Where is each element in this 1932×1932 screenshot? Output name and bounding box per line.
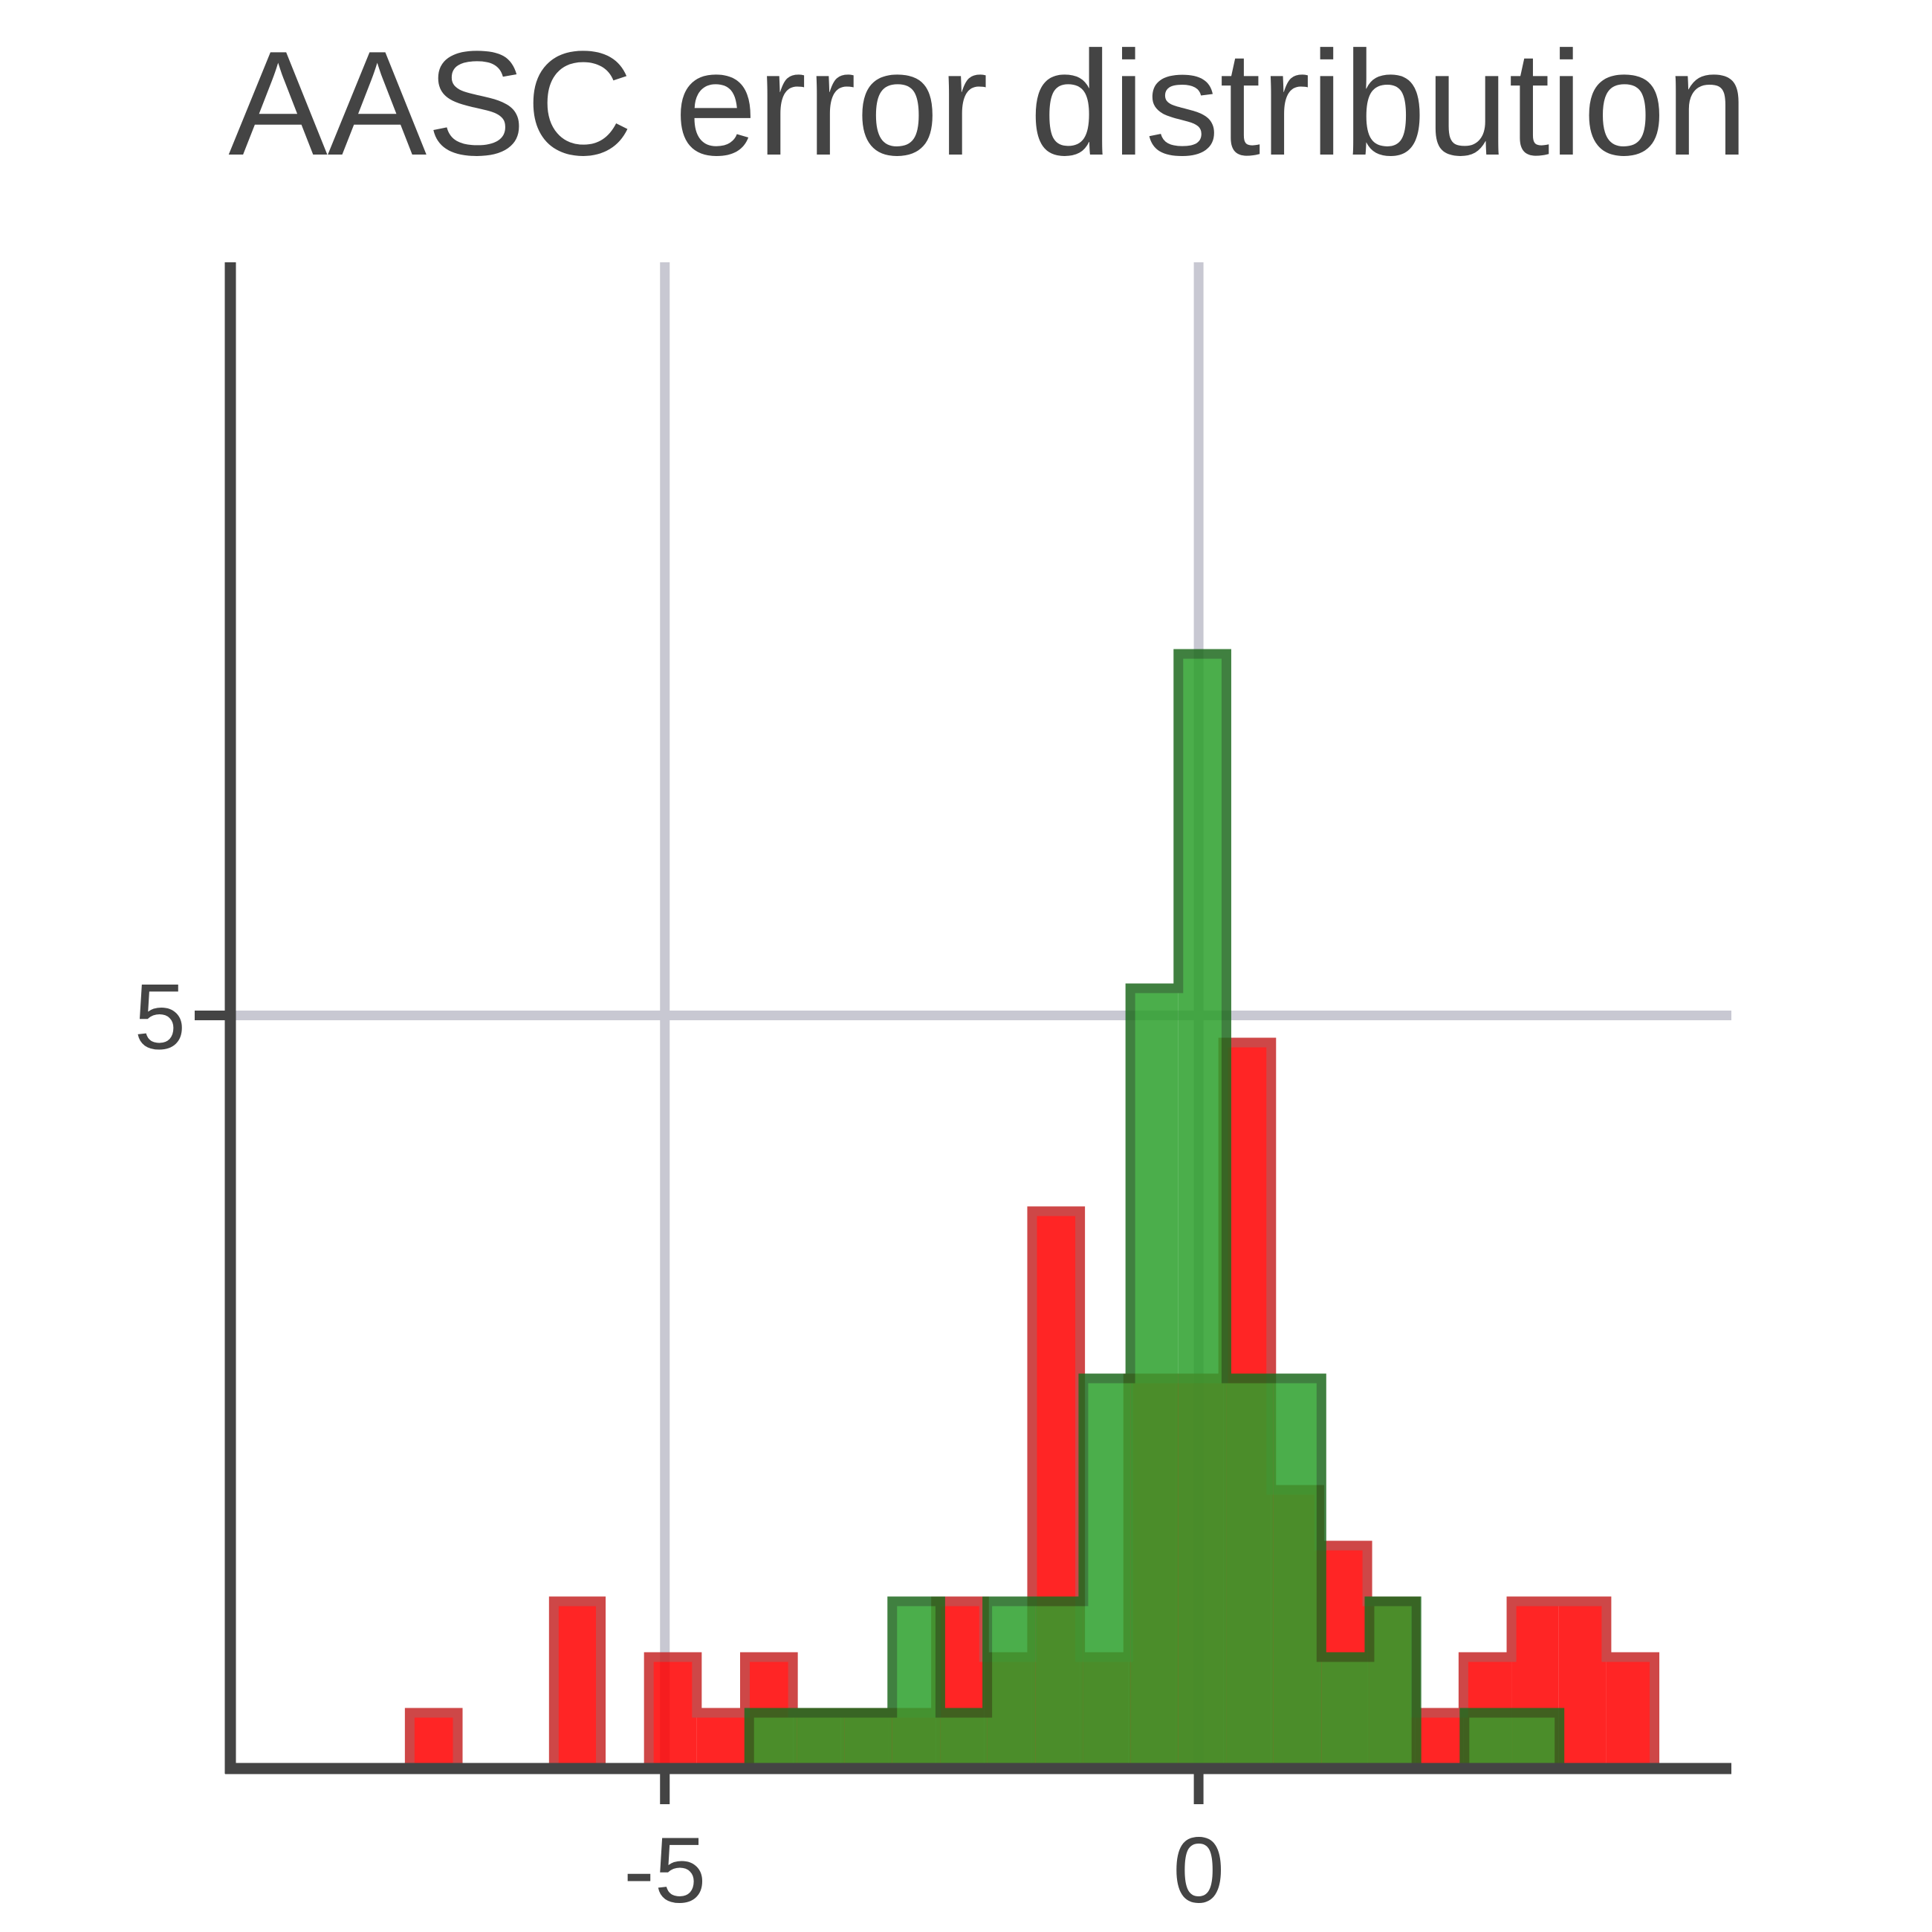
histogram-bar bbox=[1558, 1601, 1607, 1769]
histogram-bar bbox=[844, 1713, 892, 1769]
x-tick-label: -5 bbox=[623, 1819, 706, 1922]
histogram-bar bbox=[1273, 1378, 1322, 1769]
histogram-bar bbox=[797, 1713, 845, 1769]
histogram-bar bbox=[987, 1601, 1036, 1769]
histogram-bar bbox=[1083, 1378, 1131, 1769]
histogram-bar bbox=[1369, 1601, 1417, 1769]
histogram-bar bbox=[892, 1601, 941, 1769]
histogram-bar bbox=[1321, 1657, 1369, 1769]
histogram-bar bbox=[409, 1713, 458, 1769]
y-tick-label: 5 bbox=[134, 966, 186, 1069]
chart-title: AASC error distribution bbox=[228, 21, 1748, 187]
histogram-bar bbox=[749, 1713, 797, 1769]
histogram-bar bbox=[649, 1657, 697, 1769]
histogram-bar bbox=[1130, 988, 1179, 1769]
x-tick-label: 0 bbox=[1173, 1819, 1225, 1922]
histogram bbox=[744, 649, 1565, 1774]
histogram-bar bbox=[554, 1601, 601, 1769]
histogram-bar bbox=[1606, 1657, 1655, 1769]
histogram-bar bbox=[1035, 1601, 1083, 1769]
histogram-bar bbox=[1415, 1713, 1464, 1769]
histogram-bar bbox=[1178, 654, 1227, 1769]
histogram-bar bbox=[940, 1713, 988, 1769]
histogram-bar bbox=[1226, 1378, 1274, 1769]
histogram-bar bbox=[1464, 1713, 1513, 1769]
histogram-bar bbox=[696, 1713, 745, 1769]
histogram-bar bbox=[1512, 1713, 1560, 1769]
